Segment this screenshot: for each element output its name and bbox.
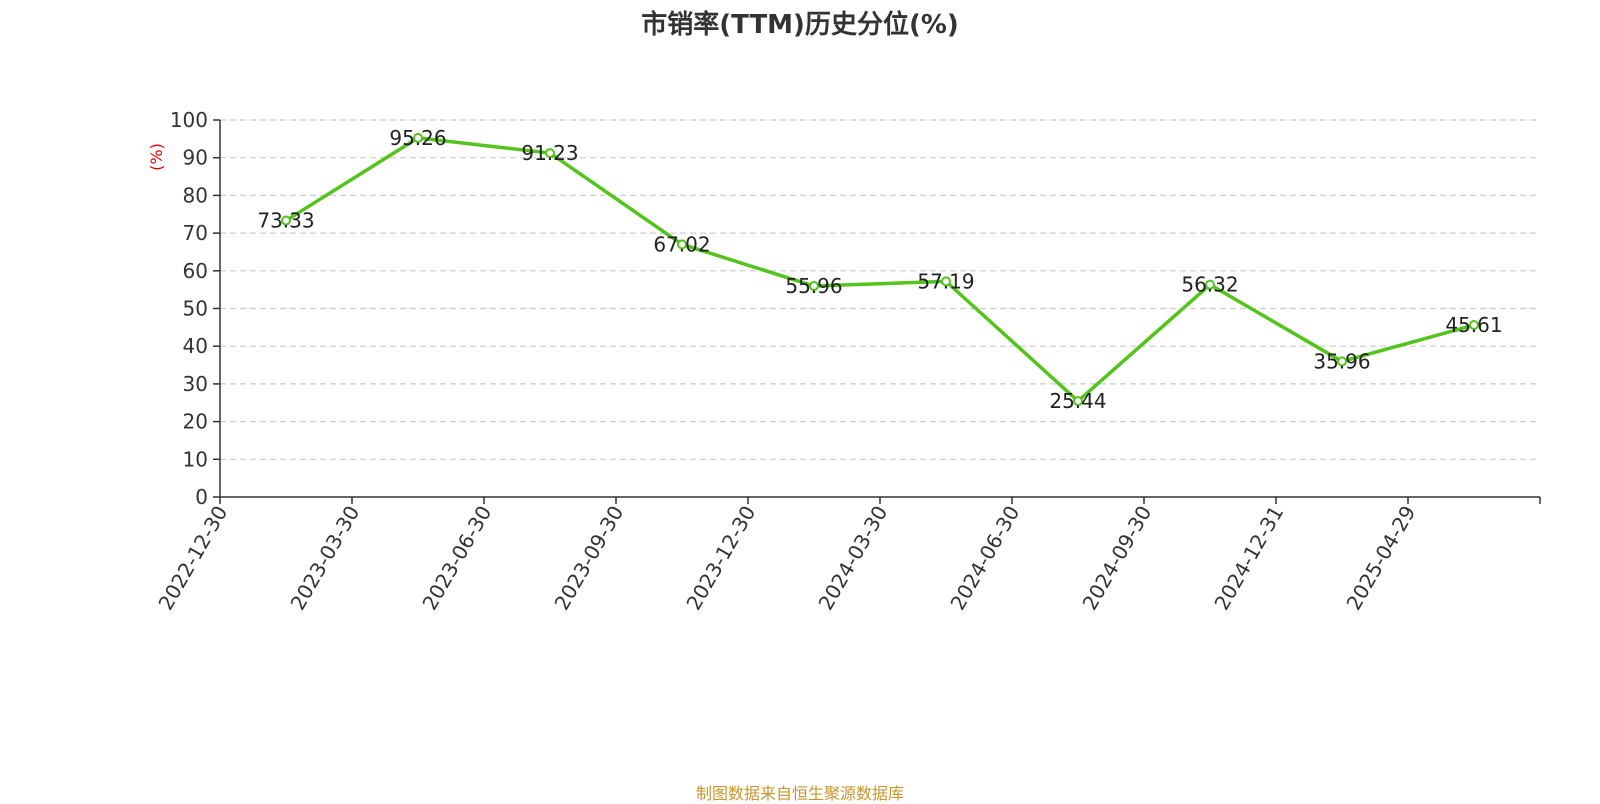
y-tick-label: 100 bbox=[170, 108, 208, 132]
x-tick-label: 2024-09-30 bbox=[1077, 502, 1156, 615]
y-tick-label: 40 bbox=[183, 334, 208, 358]
data-point bbox=[281, 215, 291, 226]
chart-title: 市销率(TTM)历史分位(%) bbox=[641, 10, 959, 40]
y-tick-label: 90 bbox=[183, 146, 208, 170]
y-tick-label: 10 bbox=[183, 447, 208, 471]
x-tick-label: 2022-12-30 bbox=[153, 502, 232, 615]
y-tick-label: 30 bbox=[183, 372, 208, 396]
grid-lines bbox=[220, 119, 1540, 460]
data-label: 45.61 bbox=[1445, 313, 1502, 337]
data-point bbox=[677, 239, 687, 250]
y-tick-label: 0 bbox=[195, 485, 208, 509]
data-point bbox=[1469, 320, 1479, 331]
data-labels: 73.33 95.26 91.23 67.02 55.96 57.19 25.44 56.32… bbox=[257, 126, 1502, 413]
data-point bbox=[941, 276, 951, 287]
y-tick-label: 80 bbox=[183, 183, 208, 207]
y-tick-label: 50 bbox=[183, 297, 208, 321]
data-label: 25.44 bbox=[1049, 389, 1106, 413]
data-point bbox=[545, 148, 555, 159]
data-label: 67.02 bbox=[653, 232, 710, 256]
x-tick-label: 2024-03-30 bbox=[813, 502, 892, 615]
data-point bbox=[1205, 279, 1215, 290]
y-tick-label: 70 bbox=[183, 221, 208, 245]
series-line bbox=[285, 136, 1475, 403]
data-label: 91.23 bbox=[521, 141, 578, 165]
y-tick-label: 60 bbox=[183, 259, 208, 283]
data-point bbox=[1073, 396, 1083, 407]
data-label: 95.26 bbox=[389, 126, 446, 150]
data-label: 56.32 bbox=[1181, 273, 1238, 297]
y-tick-label: 20 bbox=[183, 410, 208, 434]
x-tick-label: 2024-06-30 bbox=[945, 502, 1024, 615]
x-tick-label: 2023-06-30 bbox=[417, 502, 496, 615]
x-tick-label: 2024-12-31 bbox=[1209, 502, 1288, 615]
data-point bbox=[413, 132, 423, 143]
data-label: 35.96 bbox=[1313, 349, 1370, 373]
source-footer: 制图数据来自恒生聚源数据库 bbox=[695, 784, 904, 803]
data-label: 73.33 bbox=[257, 209, 314, 233]
data-point bbox=[1337, 356, 1347, 367]
data-point bbox=[809, 281, 819, 292]
data-label: 57.19 bbox=[917, 269, 974, 293]
data-label: 55.96 bbox=[785, 274, 842, 298]
x-tick-label: 2023-03-30 bbox=[285, 502, 364, 615]
y-axis-label: (%) bbox=[147, 143, 166, 171]
x-tick-label: 2023-12-30 bbox=[681, 502, 760, 615]
series-layer bbox=[281, 132, 1479, 407]
x-tick-label: 2025-04-29 bbox=[1341, 502, 1420, 615]
x-tick-label: 2023-09-30 bbox=[549, 502, 628, 615]
